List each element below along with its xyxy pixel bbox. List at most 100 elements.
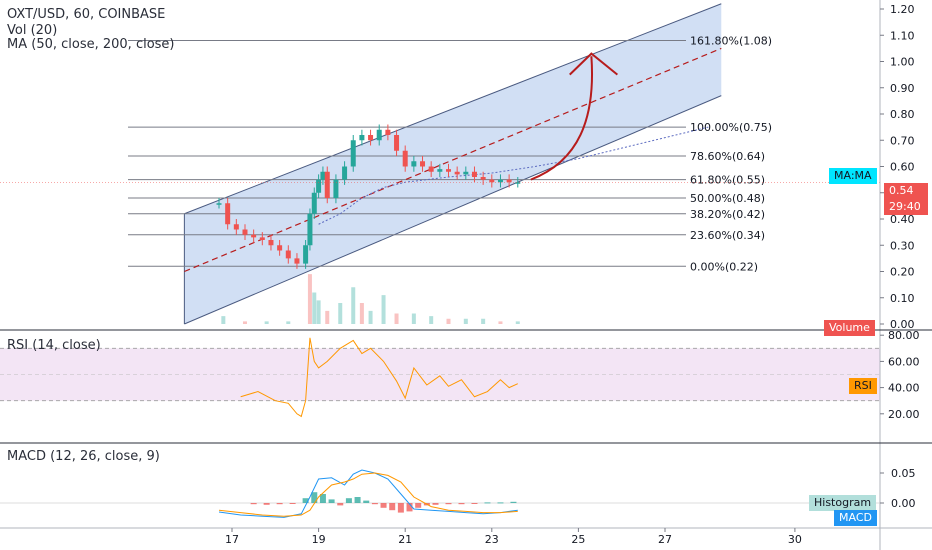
volume-bar-20 — [515, 321, 520, 324]
histogram-bar-21 — [458, 503, 465, 505]
macd-tick-label-0: 0.00 — [891, 497, 916, 510]
histogram-bar-10 — [354, 497, 361, 503]
price-tick-label-10: 1.00 — [890, 56, 915, 69]
volume-bar-14 — [411, 313, 416, 324]
histogram-bar-3 — [289, 503, 296, 504]
volume-bar-16 — [446, 318, 451, 324]
fib-label-2: 78.60%(0.64) — [690, 150, 765, 163]
volume-bar-4 — [307, 274, 312, 324]
rsi-pane — [0, 337, 880, 418]
candle-body-23 — [394, 135, 400, 151]
legend-volume: Vol (20) — [7, 23, 58, 38]
volume-bar-19 — [498, 321, 503, 324]
candle-body-36 — [506, 179, 512, 183]
rsi-tick-label-2: 60.00 — [888, 355, 920, 368]
candle-body-29 — [446, 169, 451, 172]
volume-bar-11 — [368, 310, 373, 324]
price-tick-label-9: 0.90 — [890, 82, 915, 95]
fib-label-4: 50.00%(0.48) — [690, 192, 765, 205]
time-tick-label-6: 30 — [788, 533, 802, 546]
ma-tag: MA:MA — [829, 168, 877, 184]
histogram-bar-11 — [363, 500, 370, 503]
candle-body-15 — [324, 171, 330, 198]
candle-body-8 — [285, 250, 291, 259]
volume-bar-9 — [351, 287, 356, 324]
histogram-bar-0 — [250, 503, 257, 505]
volume-bar-7 — [325, 310, 330, 324]
fib-label-6: 23.60%(0.34) — [690, 229, 765, 242]
candle-body-33 — [480, 177, 486, 180]
price-tick-label-1: 0.10 — [890, 292, 915, 305]
histogram-tag: Histogram — [809, 495, 877, 511]
candle-body-25 — [411, 161, 417, 167]
volume-bar-15 — [429, 316, 434, 324]
volume-bar-8 — [338, 303, 343, 324]
candle-body-13 — [316, 179, 322, 193]
time-tick-label-2: 21 — [398, 533, 412, 546]
histogram-bar-6 — [319, 494, 326, 503]
histogram-bar-12 — [371, 503, 378, 505]
legend-rsi: RSI (14, close) — [7, 338, 101, 353]
rsi-line — [240, 337, 518, 418]
rsi-tick-label-3: 80.00 — [888, 329, 920, 342]
fib-label-3: 61.80%(0.55) — [690, 174, 765, 187]
macd-line — [218, 469, 518, 518]
price-pane: 161.80%(1.08) 100.00%(0.75) 78.60%(0.64) 61… — [0, 3, 880, 325]
fib-label-5: 38.20%(0.42) — [690, 208, 765, 221]
histogram-bar-14 — [389, 503, 396, 511]
volume-bar-6 — [316, 300, 321, 324]
time-tick-label-3: 23 — [485, 533, 499, 546]
projection-arrow — [530, 56, 594, 181]
candle-body-21 — [376, 129, 382, 141]
projection-arrow-head — [569, 52, 618, 76]
histogram-bar-7 — [328, 499, 335, 503]
candle-body-30 — [454, 171, 460, 175]
histogram-bar-4 — [302, 498, 309, 503]
histogram-bar-19 — [432, 503, 439, 505]
candle-body-9 — [294, 258, 300, 264]
candle-body-1 — [225, 203, 231, 225]
volume-bar-3 — [286, 321, 291, 324]
volume-tag: Volume — [824, 320, 875, 336]
price-tick-label-11: 1.10 — [890, 29, 915, 42]
rsi-tick-label-0: 20.00 — [888, 408, 920, 421]
volume-bar-10 — [359, 303, 364, 324]
histogram-bar-13 — [380, 503, 387, 508]
volume-bar-1 — [242, 321, 247, 324]
time-tick-label-1: 19 — [312, 533, 326, 546]
candle-body-37 — [515, 182, 521, 184]
volume-bar-12 — [381, 295, 386, 324]
candle-body-22 — [385, 129, 391, 135]
candle-body-26 — [420, 161, 426, 167]
candle-body-16 — [333, 179, 339, 198]
histogram-bar-23 — [484, 502, 491, 504]
macd-tick-label-1: 0.05 — [891, 467, 916, 480]
channel-upper-line — [184, 3, 722, 215]
volume-bar-13 — [394, 313, 399, 324]
histogram-bar-16 — [406, 503, 413, 512]
fib-label-1: 100.00%(0.75) — [690, 121, 772, 134]
price-tick-label-8: 0.80 — [890, 108, 915, 121]
histogram-bar-1 — [263, 503, 270, 505]
candle-body-31 — [463, 171, 469, 175]
macd-pane — [0, 469, 880, 518]
candle-body-34 — [489, 179, 495, 183]
price-tick-label-7: 0.70 — [890, 134, 915, 147]
histogram-bar-5 — [311, 492, 318, 503]
histogram-bar-20 — [445, 503, 452, 505]
countdown-tag: 29:40 — [884, 199, 928, 215]
channel-lower-line — [184, 95, 722, 325]
candle-body-19 — [359, 135, 365, 141]
channel-midline — [184, 47, 722, 273]
histogram-bar-25 — [510, 501, 517, 503]
candle-body-18 — [350, 140, 356, 167]
price-tick-label-3: 0.30 — [890, 239, 915, 252]
time-tick-label-5: 27 — [658, 533, 672, 546]
candle-body-5 — [259, 237, 265, 240]
candle-body-35 — [497, 179, 503, 183]
rsi-tick-label-1: 40.00 — [888, 382, 920, 395]
candle-body-10 — [303, 245, 309, 264]
candle-body-24 — [402, 150, 408, 167]
candle-body-28 — [437, 169, 443, 172]
